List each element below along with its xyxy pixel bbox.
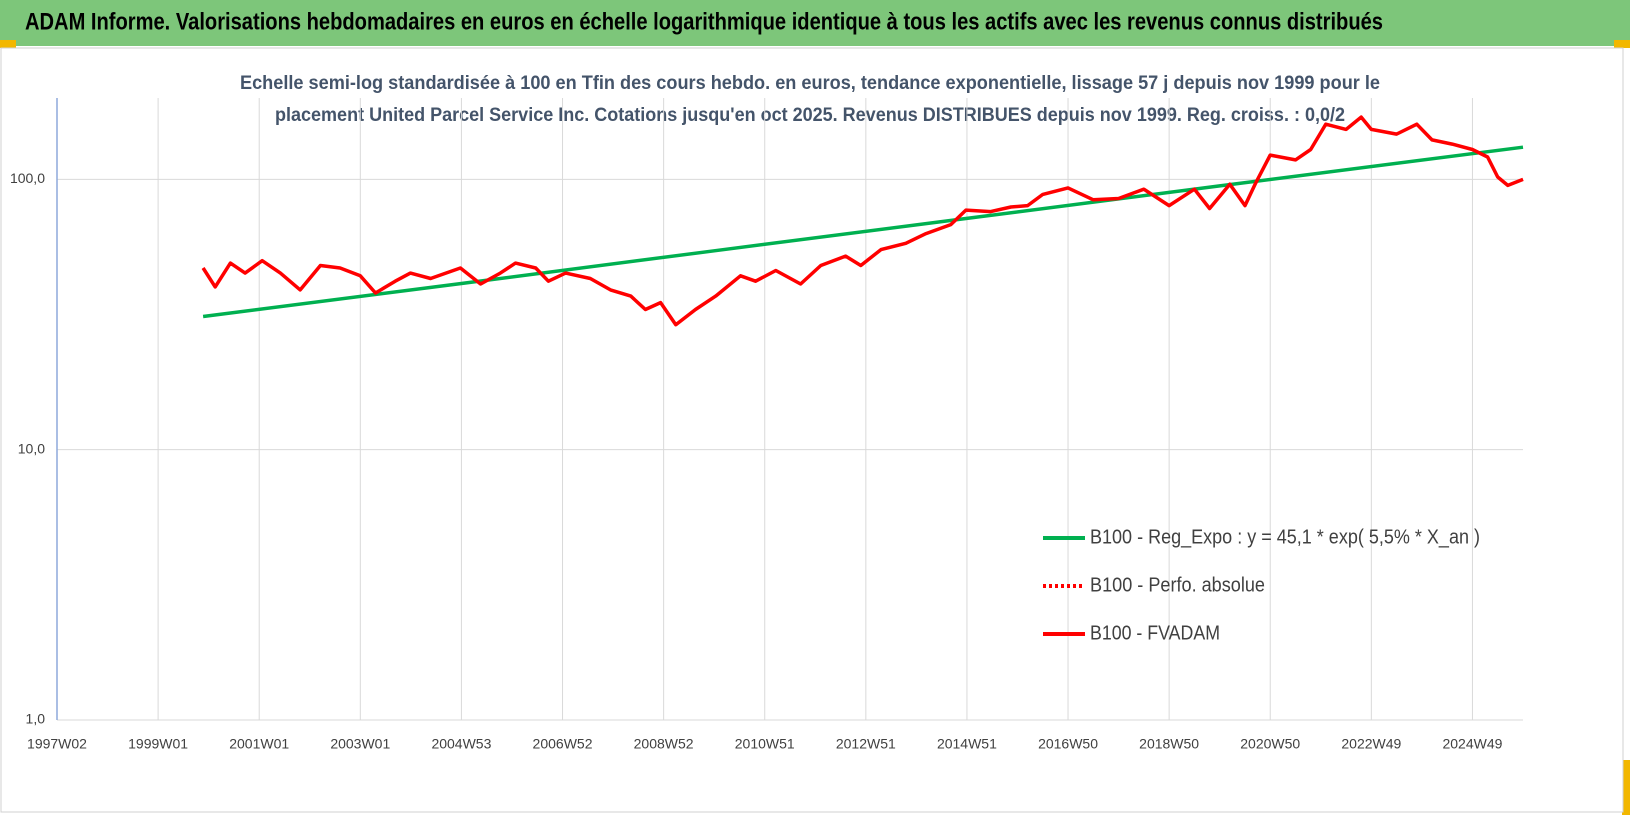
x-tick-label: 2010W51	[735, 736, 795, 752]
x-tick-label: 2001W01	[229, 736, 289, 752]
x-tick-label: 2008W52	[634, 736, 694, 752]
x-tick-label: 1997W02	[27, 736, 87, 752]
y-tick-label: 100,0	[10, 170, 45, 186]
y-tick-label: 10,0	[18, 440, 45, 456]
x-tick-label: 2014W51	[937, 736, 997, 752]
legend-label: B100 - Perfo. absolue	[1090, 574, 1265, 596]
x-tick-label: 2006W52	[533, 736, 593, 752]
legend-label: B100 - FVADAM	[1090, 622, 1220, 644]
x-tick-label: 2012W51	[836, 736, 896, 752]
chart-subtitle: placement United Parcel Service Inc. Cot…	[275, 105, 1345, 126]
corner-mark	[1622, 760, 1630, 815]
x-tick-label: 2024W49	[1442, 736, 1502, 752]
x-tick-label: 2016W50	[1038, 736, 1098, 752]
x-tick-label: 1999W01	[128, 736, 188, 752]
y-tick-label: 1,0	[26, 711, 46, 727]
chart-frame	[0, 47, 1624, 813]
x-tick-label: 2020W50	[1240, 736, 1300, 752]
corner-mark	[1614, 40, 1630, 48]
x-tick-label: 2022W49	[1341, 736, 1401, 752]
x-tick-label: 2018W50	[1139, 736, 1199, 752]
x-tick-label: 2003W01	[330, 736, 390, 752]
chart-subtitle: Echelle semi-log standardisée à 100 en T…	[240, 73, 1380, 94]
chart-title: ADAM Informe. Valorisations hebdomadaire…	[25, 8, 1383, 35]
title-bar	[0, 0, 1630, 46]
x-tick-label: 2004W53	[431, 736, 491, 752]
corner-mark	[0, 40, 16, 48]
series-line	[201, 115, 1524, 327]
legend-label: B100 - Reg_Expo : y = 45,1 * exp( 5,5% *…	[1090, 526, 1480, 548]
series-line	[202, 145, 1524, 319]
